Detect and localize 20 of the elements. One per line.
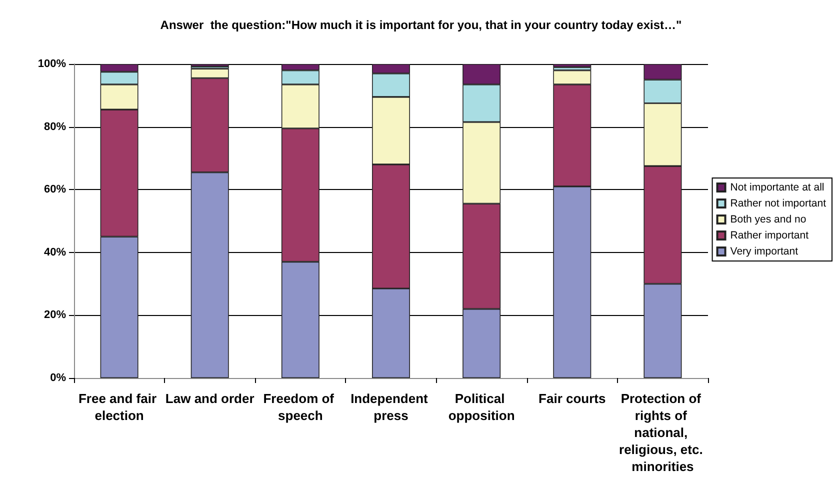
y-tick-label: 40% bbox=[44, 246, 66, 258]
x-tick-label: Protection of rights of national, religious, etc. minorities bbox=[619, 391, 706, 474]
x-tick-label: Free and fair election bbox=[78, 391, 160, 423]
legend-label: Rather not important bbox=[730, 198, 826, 210]
x-tick-label: Political opposition bbox=[448, 391, 515, 423]
legend-label: Rather important bbox=[730, 230, 809, 242]
y-tick-label: 0% bbox=[50, 372, 66, 384]
chart-title: Answer the question:"How much it is important for you, that in your country today exist…" bbox=[160, 18, 682, 32]
bar bbox=[553, 64, 592, 68]
x-tick-label: Independent press bbox=[350, 391, 432, 423]
y-tick-label: 100% bbox=[38, 58, 66, 70]
legend-label: Not importante at all bbox=[730, 182, 824, 194]
y-tick-label: 60% bbox=[44, 184, 66, 196]
legend-label: Very important bbox=[730, 246, 798, 258]
x-tick-label: Law and order bbox=[165, 391, 254, 406]
y-tick-label: 20% bbox=[44, 309, 66, 322]
legend-label: Both yes and no bbox=[730, 214, 806, 226]
x-tick-label: Freedom of speech bbox=[263, 391, 338, 423]
x-tick-label: Fair courts bbox=[538, 391, 606, 406]
y-tick-label: 80% bbox=[44, 120, 66, 133]
